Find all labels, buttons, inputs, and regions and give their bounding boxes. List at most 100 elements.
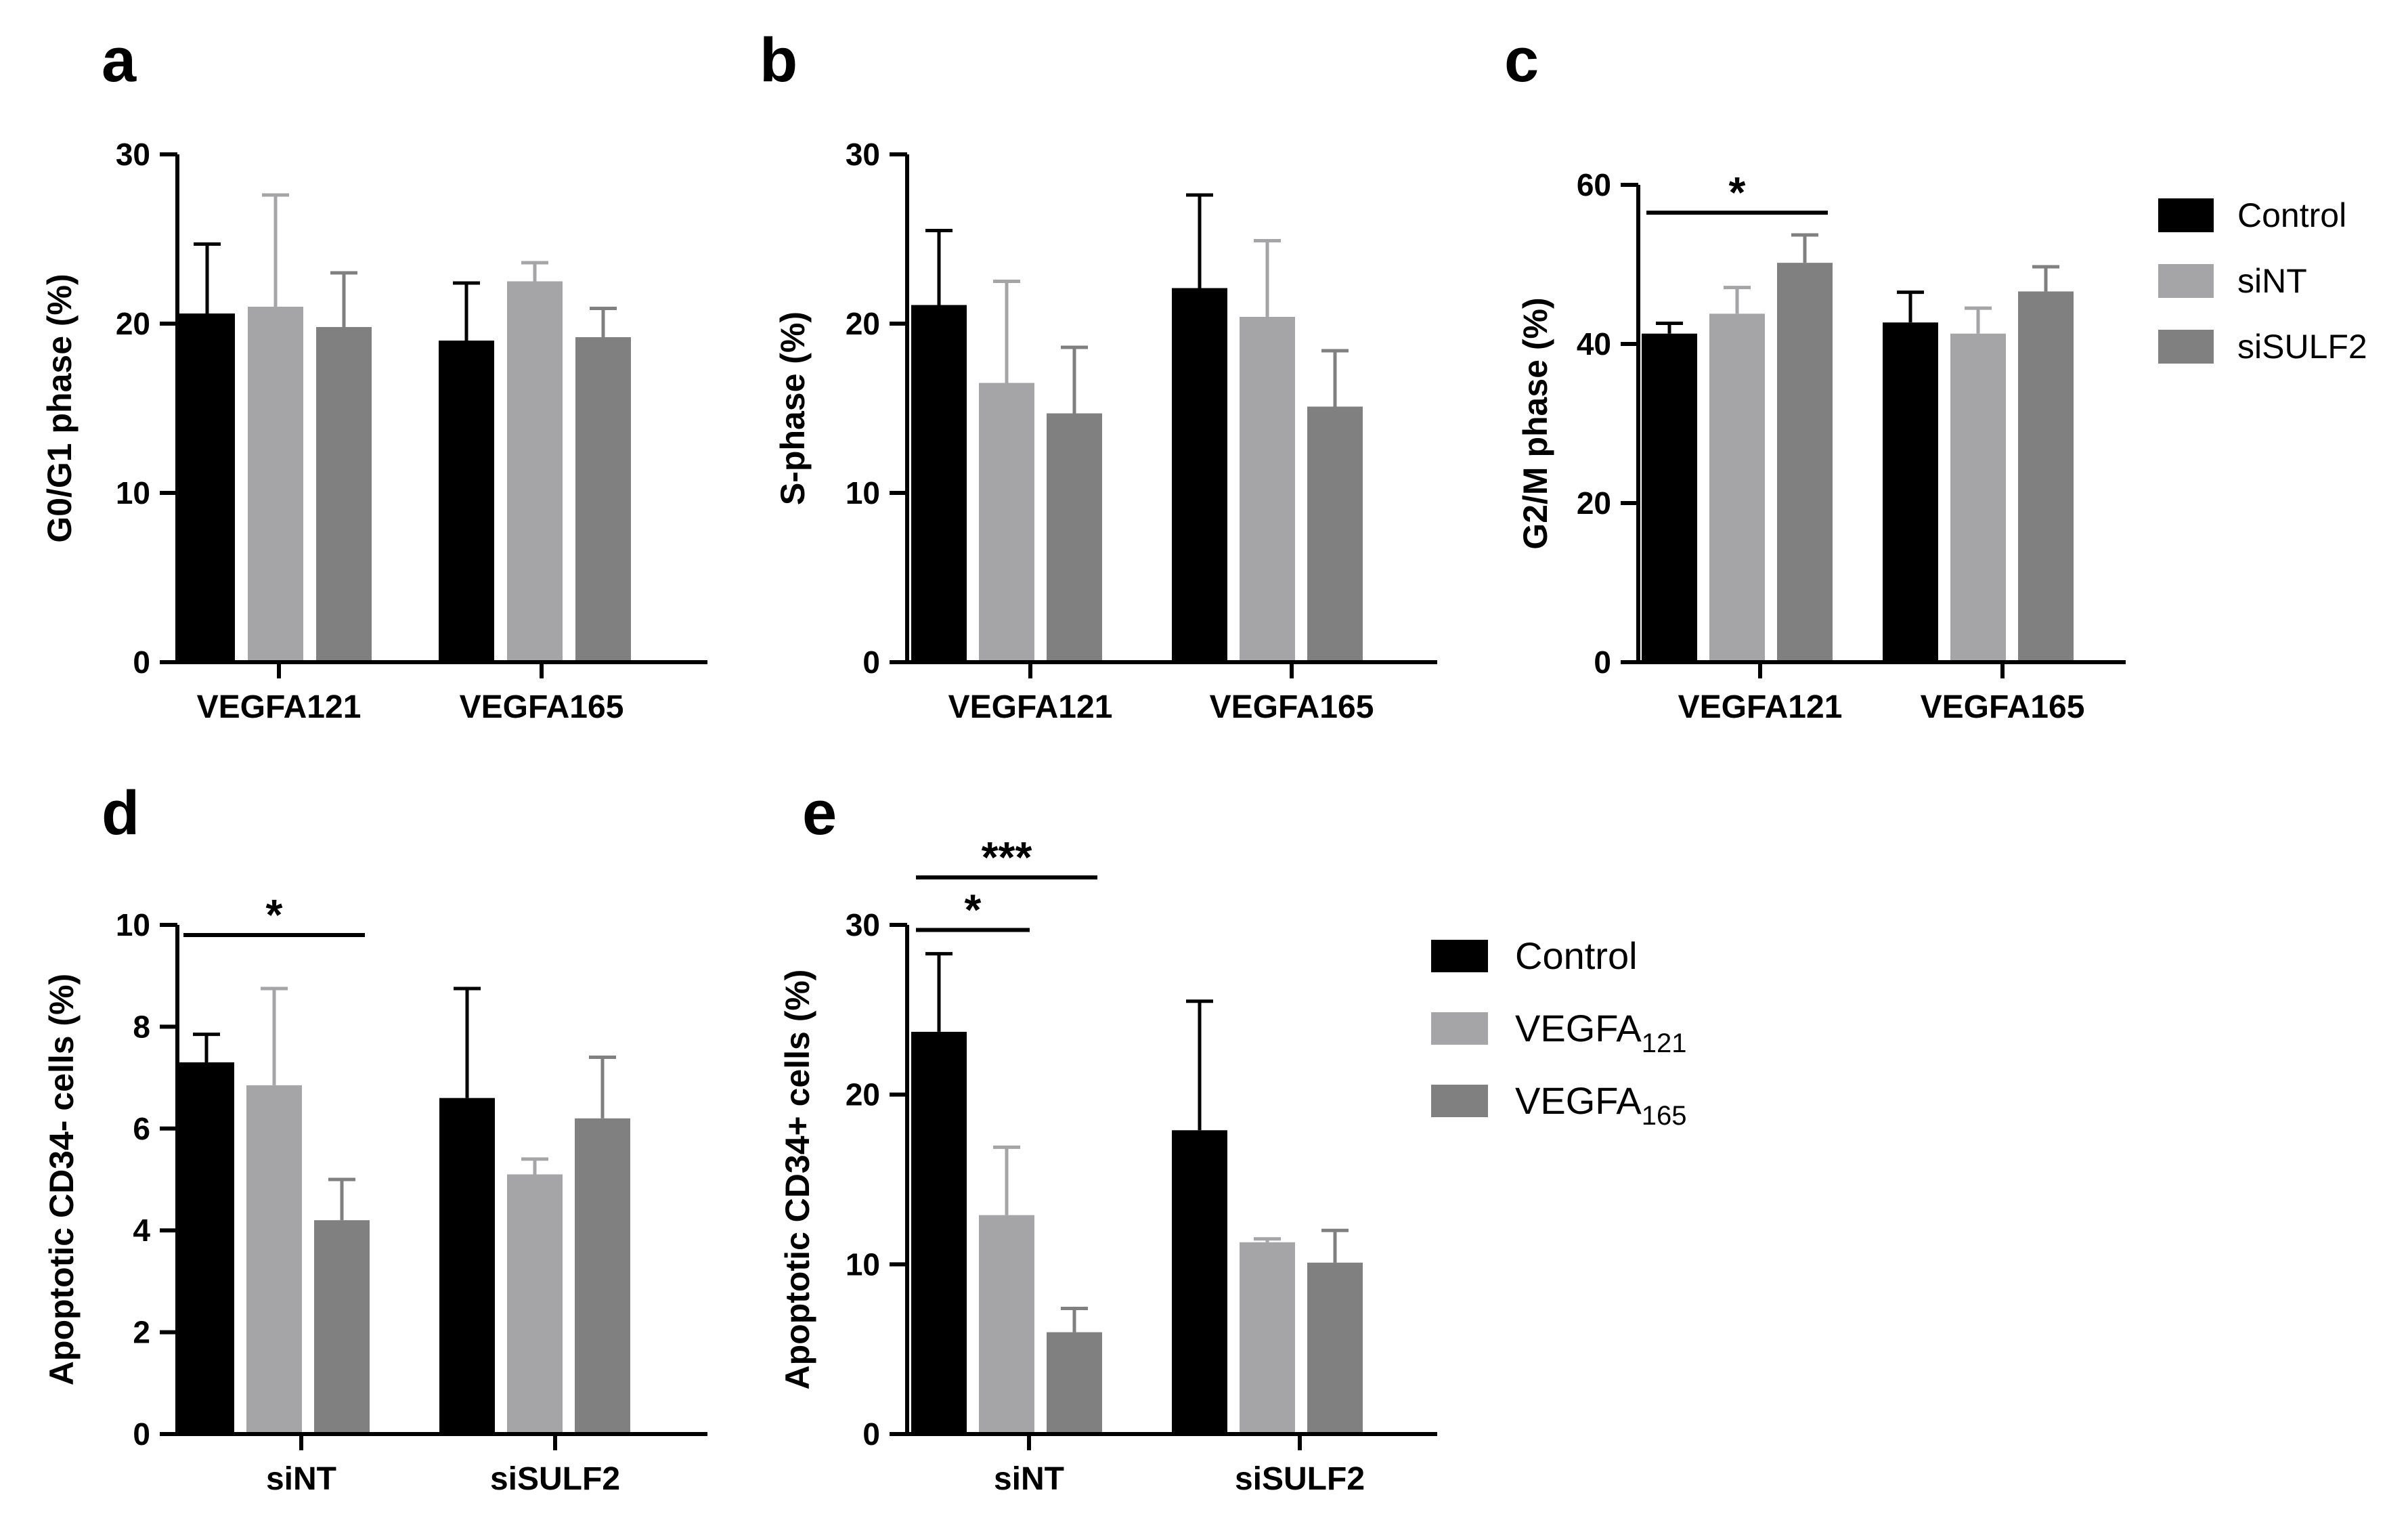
y-tick-label: 0: [862, 1416, 880, 1452]
bar-b-Control-VEGFA165: [1172, 288, 1227, 662]
y-tick-label: 10: [116, 907, 150, 942]
bar-d-Control-siSULF2: [439, 1098, 495, 1434]
bar-b-siSULF2-VEGFA121: [1047, 413, 1102, 662]
y-tick-label: 0: [133, 1416, 150, 1452]
significance-marker: *: [1729, 168, 1746, 217]
bar-d-Control-siNT: [179, 1062, 234, 1434]
bar-b-siSULF2-VEGFA165: [1307, 406, 1363, 662]
y-tick-label: 10: [846, 475, 880, 511]
bar-b-siNT-VEGFA165: [1240, 317, 1295, 662]
legend-label-base: VEGFA: [1515, 1079, 1642, 1122]
x-tick-label: VEGFA165: [1921, 689, 2085, 725]
x-tick-label: siNT: [994, 1461, 1064, 1497]
y-tick-label: 20: [1577, 485, 1611, 521]
bar-a-Control-VEGFA165: [439, 341, 494, 662]
bar-a-siSULF2-VEGFA121: [316, 327, 372, 662]
y-tick-label: 0: [1594, 645, 1611, 680]
y-tick-label: 30: [846, 907, 880, 942]
y-axis-label: Apoptotic CD34+ cells (%): [779, 970, 816, 1390]
y-tick-label: 6: [133, 1111, 150, 1146]
panel-letter: c: [1504, 26, 1539, 95]
legend-label-siSULF2: siSULF2: [2237, 328, 2367, 366]
bar-e-VEGFA165-siSULF2: [1307, 1262, 1363, 1434]
y-tick-label: 20: [846, 306, 880, 341]
legend-swatch-VEGFA121: [1431, 1012, 1488, 1045]
bar-c-siNT-VEGFA165: [1950, 333, 2006, 662]
bar-d-VEGFA121-siNT: [246, 1085, 302, 1434]
x-tick-label: siSULF2: [490, 1461, 620, 1497]
y-tick-label: 2: [133, 1315, 150, 1350]
bar-e-VEGFA165-siNT: [1047, 1332, 1102, 1434]
x-tick-label: VEGFA165: [1210, 689, 1374, 725]
x-tick-label: VEGFA121: [948, 689, 1113, 725]
y-tick-label: 4: [133, 1213, 150, 1248]
y-tick-label: 20: [116, 306, 150, 341]
chart-panel-e: e 0 10 20 30 siNT siSULF2 Apoptotic CD34+ cells…: [779, 779, 1437, 1497]
bar-c-Control-VEGFA121: [1642, 333, 1697, 662]
bar-b-siNT-VEGFA121: [979, 383, 1034, 662]
significance-marker: ***: [982, 833, 1032, 882]
y-tick-label: 0: [133, 645, 150, 680]
legend-label-VEGFA165: VEGFA165: [1515, 1079, 1686, 1131]
y-tick-label: 0: [862, 645, 880, 680]
significance-marker: *: [965, 886, 982, 934]
x-tick-label: VEGFA121: [1678, 689, 1843, 725]
bar-e-Control-siSULF2: [1172, 1130, 1227, 1434]
bar-a-siNT-VEGFA165: [507, 281, 563, 662]
bar-d-VEGFA165-siNT: [314, 1220, 370, 1434]
significance-marker: *: [266, 890, 283, 939]
y-tick-label: 10: [846, 1246, 880, 1282]
x-tick-label: VEGFA121: [197, 689, 362, 725]
x-tick-label: siNT: [266, 1461, 336, 1497]
legend-label-Control: Control: [2237, 196, 2346, 234]
chart-panel-b: b 0 10 20 30 VEGFA121 VEGFA165 S-phase (%): [760, 26, 1437, 725]
legend-swatch-siNT: [2158, 264, 2214, 298]
panel-letter: e: [802, 779, 837, 848]
bar-e-VEGFA121-siNT: [979, 1215, 1034, 1434]
panel-letter: b: [760, 26, 797, 95]
y-axis-label: Apoptotic CD34- cells (%): [43, 974, 81, 1385]
bar-d-VEGFA121-siSULF2: [507, 1174, 563, 1434]
legend-label-Control: Control: [1515, 934, 1638, 977]
y-tick-label: 40: [1577, 326, 1611, 362]
bar-e-Control-siNT: [911, 1031, 967, 1434]
legend-label-subscript: 121: [1642, 1028, 1687, 1058]
bar-a-siNT-VEGFA121: [248, 307, 303, 662]
bar-c-siNT-VEGFA121: [1709, 313, 1765, 663]
chart-panel-d: d 0 2 4 6 8 10 siNT siSULF2 Apoptotic CD34- cells…: [43, 779, 707, 1497]
legend-label-subscript: 165: [1642, 1101, 1687, 1131]
chart-panel-a: a 0 10 20 30 VEGFA121 VEGFA165 G0/G1 phase (%): [41, 26, 707, 725]
y-tick-label: 10: [116, 475, 150, 511]
legend-swatch-siSULF2: [2158, 330, 2214, 364]
legend-label-base: Control: [1515, 934, 1638, 977]
panel-letter: a: [102, 26, 137, 95]
legend-swatch-Control: [2158, 198, 2214, 232]
bar-b-Control-VEGFA121: [911, 305, 967, 662]
bar-a-siSULF2-VEGFA165: [575, 337, 631, 662]
panel-letter: d: [102, 779, 139, 848]
bar-a-Control-VEGFA121: [179, 313, 235, 662]
bar-d-VEGFA165-siSULF2: [575, 1118, 630, 1434]
chart-panel-c: c 0 20 40 60 VEGFA121 VEGFA165 G2/M phase (%) *: [1504, 26, 2126, 725]
legend-swatch-VEGFA165: [1431, 1085, 1488, 1117]
bar-c-siSULF2-VEGFA121: [1777, 263, 1833, 662]
bar-c-Control-VEGFA165: [1883, 322, 1938, 662]
legend-top: Control siNT siSULF2: [2158, 196, 2367, 366]
legend-label-VEGFA121: VEGFA121: [1515, 1007, 1686, 1058]
y-tick-label: 30: [846, 137, 880, 172]
y-tick-label: 60: [1577, 167, 1611, 202]
y-axis-label: G2/M phase (%): [1516, 297, 1554, 549]
legend-label-siNT: siNT: [2237, 262, 2307, 300]
y-tick-label: 30: [116, 137, 150, 172]
bar-c-siSULF2-VEGFA165: [2018, 291, 2074, 662]
y-axis-label: S-phase (%): [774, 311, 812, 505]
y-tick-label: 20: [846, 1077, 880, 1112]
y-axis-label: G0/G1 phase (%): [41, 274, 79, 542]
y-tick-label: 8: [133, 1009, 150, 1044]
x-tick-label: siSULF2: [1235, 1461, 1365, 1497]
x-tick-label: VEGFA165: [460, 689, 624, 725]
legend-swatch-Control: [1431, 940, 1488, 972]
legend-label-base: VEGFA: [1515, 1007, 1642, 1049]
